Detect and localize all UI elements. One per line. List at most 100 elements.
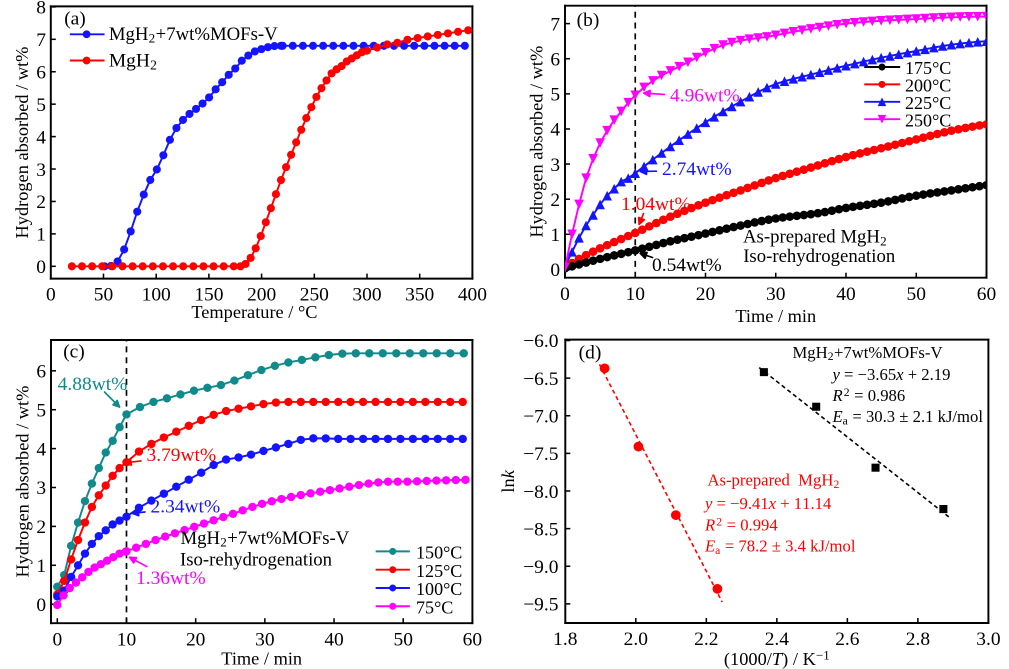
svg-text:0.54wt%: 0.54wt%: [652, 255, 722, 276]
svg-text:2: 2: [550, 190, 560, 211]
svg-text:Iso-rehydrogenation: Iso-rehydrogenation: [180, 549, 333, 570]
svg-text:0: 0: [52, 629, 62, 650]
svg-text:(d): (d): [579, 343, 602, 364]
svg-text:60: 60: [977, 284, 996, 305]
svg-text:20: 20: [186, 629, 205, 650]
svg-text:350: 350: [405, 285, 434, 306]
svg-text:−9.5: −9.5: [523, 595, 558, 616]
svg-text:200°C: 200°C: [905, 76, 951, 96]
svg-text:2.2: 2.2: [694, 629, 718, 650]
svg-text:E a =: E a = 7 8 . 2 ± 3 . 4 k J / m o l: [704, 532, 856, 559]
svg-text:0: 0: [36, 595, 46, 616]
svg-text:3: 3: [36, 478, 46, 499]
svg-text:y x =: y x = − 9 . 4 1 + 1 1 . 1 4: [703, 489, 832, 514]
svg-text:4.96wt%: 4.96wt%: [670, 86, 740, 107]
svg-text:A s - p: A s - p r e p a r e d M g H 2: [743, 223, 887, 249]
svg-text:30: 30: [766, 284, 785, 305]
svg-text:M g H +: M g H + 7 w t % M O F s - V 2: [181, 524, 355, 550]
svg-text:20: 20: [696, 284, 715, 305]
svg-text:y x =: y x = − 3 . 6 5 + 2 . 1 9: [830, 360, 950, 385]
svg-text:Iso-rehydrogenation: Iso-rehydrogenation: [743, 246, 896, 267]
svg-text:250°C: 250°C: [905, 110, 951, 130]
svg-text:Time / min: Time / min: [735, 306, 816, 326]
svg-text:3: 3: [550, 155, 560, 176]
svg-text:6: 6: [36, 362, 46, 383]
svg-text:1: 1: [550, 225, 560, 246]
svg-text:125°C: 125°C: [416, 561, 462, 581]
svg-text:2.34wt%: 2.34wt%: [151, 496, 221, 517]
svg-text:−6.0: −6.0: [523, 331, 558, 352]
svg-text:2.6: 2.6: [835, 629, 860, 650]
svg-text:2.8: 2.8: [906, 629, 930, 650]
svg-text:−8.0: −8.0: [523, 482, 558, 503]
svg-text:Hydrogen absorbed / wt%: Hydrogen absorbed / wt%: [12, 386, 32, 578]
svg-text:1.04wt%: 1.04wt%: [621, 194, 691, 215]
svg-text:M g H +: M g H + 7 w t % M O F s - V 2: [109, 20, 283, 46]
svg-text:400: 400: [458, 285, 487, 306]
svg-text:7: 7: [550, 14, 560, 35]
svg-text:4: 4: [36, 439, 46, 460]
svg-text:−7.5: −7.5: [523, 444, 558, 465]
svg-text:−9.0: −9.0: [523, 557, 558, 578]
svg-text:5: 5: [550, 85, 560, 106]
svg-text:1.36wt%: 1.36wt%: [136, 568, 206, 589]
svg-text:4: 4: [36, 127, 46, 148]
svg-text:6: 6: [550, 49, 560, 70]
svg-text:Hydrogen absorbed / wt%: Hydrogen absorbed / wt%: [12, 47, 32, 239]
svg-text:30: 30: [255, 629, 274, 650]
svg-text:(b): (b): [577, 10, 600, 31]
svg-text:75°C: 75°C: [416, 597, 453, 617]
svg-text:60: 60: [463, 629, 482, 650]
svg-text:100°C: 100°C: [416, 579, 462, 599]
svg-text:4.88wt%: 4.88wt%: [58, 374, 128, 395]
svg-text:Hydrogen absorbed / wt%: Hydrogen absorbed / wt%: [526, 46, 546, 238]
svg-text:1: 1: [36, 225, 46, 246]
svg-text:40: 40: [324, 629, 343, 650]
svg-text:2.74wt%: 2.74wt%: [662, 159, 732, 180]
svg-text:(c): (c): [63, 342, 85, 363]
svg-text:3.0: 3.0: [976, 629, 1000, 650]
svg-text:50: 50: [393, 629, 412, 650]
svg-text:2: 2: [36, 192, 46, 213]
svg-text:( 1 0 0: ( 1 0 0 0 / ) / K T − 1: [724, 639, 830, 669]
svg-text:1.8: 1.8: [553, 629, 577, 650]
svg-text:−7.0: −7.0: [523, 407, 558, 428]
svg-text:2.4: 2.4: [765, 629, 790, 650]
svg-text:0: 0: [560, 284, 570, 305]
svg-text:175°C: 175°C: [905, 58, 951, 78]
svg-text:M g H 2: M g H 2: [109, 47, 157, 73]
svg-text:M g H +: M g H + 7 w t % M O F s - V 2: [792, 338, 948, 363]
svg-text:Temperature / °C: Temperature / °C: [191, 302, 317, 322]
svg-text:10: 10: [626, 284, 645, 305]
svg-text:E a =: E a = 3 0 . 3 ± 2 . 1 k J / m o l: [831, 402, 983, 429]
svg-text:0: 0: [36, 257, 46, 278]
svg-text:Time / min: Time / min: [221, 649, 302, 669]
svg-text:R 2 =: R 2 = 0 . 9 8 6: [831, 376, 905, 406]
svg-text:200: 200: [247, 285, 276, 306]
svg-text:5: 5: [36, 400, 46, 421]
svg-text:225°C: 225°C: [905, 93, 951, 113]
svg-text:3.79wt%: 3.79wt%: [147, 445, 217, 466]
svg-text:3: 3: [36, 160, 46, 181]
svg-text:50: 50: [907, 284, 926, 305]
svg-text:0: 0: [46, 285, 56, 306]
svg-text:250: 250: [300, 285, 329, 306]
svg-text:10: 10: [117, 629, 136, 650]
svg-text:8: 8: [36, 0, 46, 19]
svg-text:50: 50: [94, 285, 113, 306]
svg-text:4: 4: [550, 120, 560, 141]
svg-text:100: 100: [142, 285, 171, 306]
svg-text:150°C: 150°C: [416, 543, 462, 563]
svg-text:R 2 =: R 2 = 0 . 9 9 4: [704, 505, 778, 535]
svg-text:−8.5: −8.5: [523, 519, 558, 540]
svg-text:5: 5: [36, 95, 46, 116]
svg-text:150: 150: [194, 285, 223, 306]
svg-text:300: 300: [352, 285, 381, 306]
svg-text:(a): (a): [64, 9, 86, 30]
svg-text:7: 7: [36, 30, 46, 51]
svg-text:6: 6: [36, 62, 46, 83]
svg-text:2: 2: [36, 517, 46, 538]
svg-text:0: 0: [550, 260, 560, 281]
svg-text:40: 40: [836, 284, 855, 305]
svg-text:1: 1: [36, 556, 46, 577]
